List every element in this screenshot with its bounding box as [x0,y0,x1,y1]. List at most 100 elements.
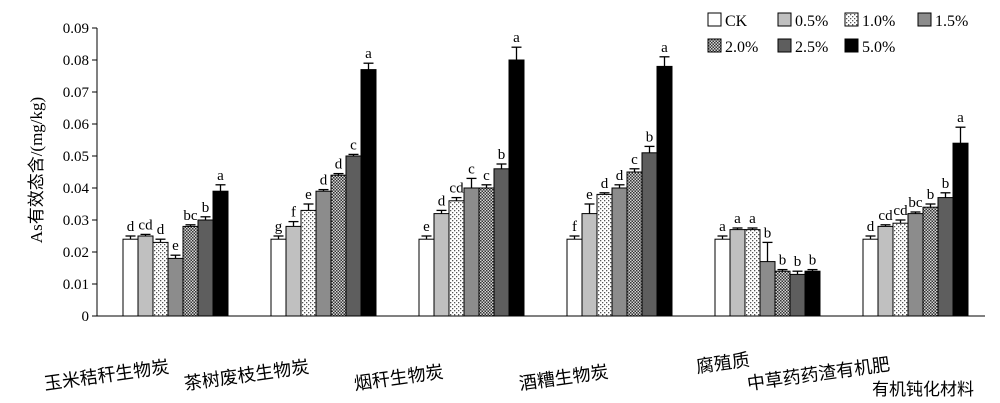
significance-letter: d [438,193,446,209]
bar [892,222,909,317]
bar [360,69,377,317]
bar [862,238,879,317]
bar [566,238,583,317]
legend-label: 5.0% [862,39,895,56]
bar [922,206,939,317]
significance-letter: e [172,238,179,254]
significance-letter: c [631,152,638,168]
bar [581,213,598,317]
bar [285,225,302,317]
bar [877,225,894,317]
y-tick-label: 0.02 [63,245,89,261]
legend: CK 0.5% 1.0% 1.5% 2.0% 2.5% 5.0% [707,12,968,56]
significance-letter: e [305,187,312,203]
significance-letter: bc [908,195,923,211]
bar [433,213,450,317]
significance-letter: bc [183,208,198,224]
significance-letter: d [601,176,609,192]
legend-label: 2.0% [725,39,758,56]
bar [300,209,317,317]
bar [345,155,362,317]
bar-group: dcd cd bc bba [862,110,969,317]
bar [729,229,746,317]
y-tick-label: 0.09 [63,21,89,37]
y-tick-label: 0 [82,309,90,325]
legend-swatch [844,12,859,27]
y-tick-label: 0.01 [63,277,89,293]
significance-letter: g [275,219,283,235]
y-tick-label: 0.06 [63,117,90,133]
category-label: 烟秆生物炭 [353,362,445,394]
bar [330,174,347,317]
bar [789,273,806,317]
significance-letter: a [365,46,372,62]
significance-letter: a [513,30,520,46]
legend-swatch [844,38,859,53]
bar [270,238,287,317]
bar [611,187,628,317]
significance-letter: d [616,168,624,184]
significance-letter: cd [878,208,893,224]
category-label: 腐殖质 [695,349,751,377]
bar-group: a a abb b b [714,211,821,317]
significance-letter: e [586,187,593,203]
legend-label: 2.5% [795,39,828,56]
y-tick-label: 0.05 [63,149,89,165]
significance-letter: b [927,187,935,203]
significance-letter: b [764,225,772,241]
category-label: 茶树废枝生物炭 [183,357,311,394]
significance-letter: b [794,254,802,270]
bar [804,270,821,317]
significance-letter: cd [138,217,153,233]
bar [907,213,924,317]
significance-letter: b [809,253,817,269]
legend-swatch [777,38,792,53]
bar [641,152,658,317]
bar [418,238,435,317]
significance-letter: a [749,211,756,227]
legend-swatch [917,12,932,27]
significance-letter: b [498,147,506,163]
y-tick-label: 0.07 [63,85,90,101]
legend-label: 0.5% [795,13,828,30]
bar [656,65,673,317]
significance-letter: d [320,173,328,189]
significance-letter: a [217,168,224,184]
y-tick-label: 0.04 [63,181,90,197]
y-tick-label: 0.03 [63,213,89,229]
bar [122,238,139,317]
legend-label: 1.0% [862,13,895,30]
category-label: 中草药药渣有机肥 [746,354,891,394]
significance-letter: b [646,129,654,145]
bar [493,168,510,317]
bar [152,241,169,317]
significance-letter: b [779,253,787,269]
significance-letter: c [350,137,357,153]
y-axis-label: As有效态含/(mg/kg) [27,97,46,243]
legend-swatch [707,12,722,27]
significance-letter: b [942,176,950,192]
bar [212,190,229,317]
bar [182,225,199,317]
legend-label: CK [725,13,748,30]
significance-letter: f [291,205,296,221]
significance-letter: d [335,157,343,173]
significance-letter: d [157,222,165,238]
bar [167,257,184,317]
significance-letter: a [734,211,741,227]
significance-letter: d [127,219,135,235]
y-tick-label: 0.08 [63,53,89,69]
bar [197,219,214,317]
legend-label: 1.5% [935,13,968,30]
legend-swatch [707,38,722,53]
bar [448,200,465,317]
category-label: 酒糟生物炭 [518,362,610,394]
significance-letter: b [202,200,210,216]
